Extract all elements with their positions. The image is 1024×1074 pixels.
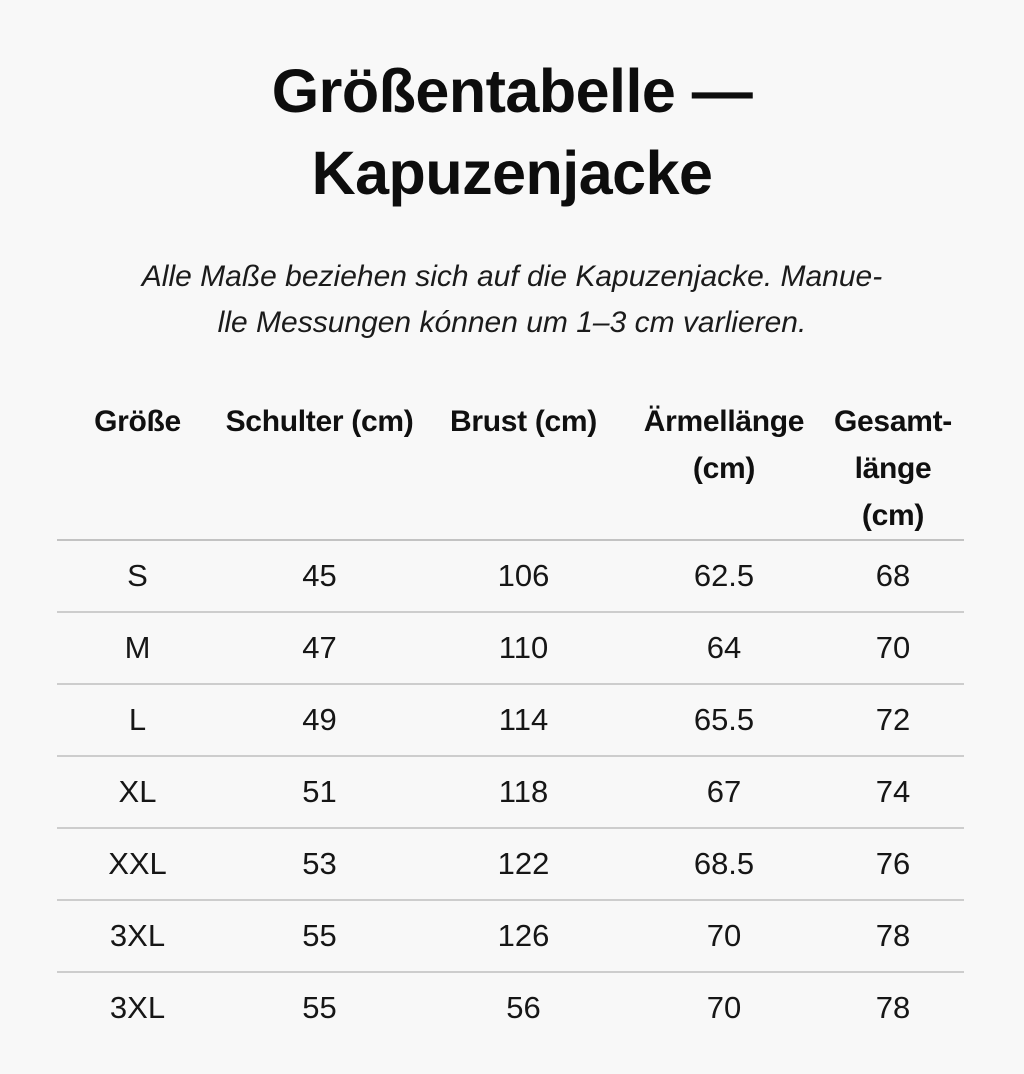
cell-shoulder: 51: [302, 774, 337, 809]
cell-shoulder: 55: [302, 990, 337, 1025]
cell-size: M: [124, 630, 151, 665]
cell-shoulder: 49: [302, 702, 337, 737]
table-row-3xl-2: 3XL 55 56 70 78: [57, 973, 964, 1043]
cell-chest: 56: [506, 990, 541, 1025]
page-title-line2: Kapuzenjacke: [311, 139, 713, 207]
cell-sleeve: 70: [706, 918, 742, 953]
header-cell-schulter: Schulter (cm): [225, 405, 414, 438]
table-row-m: M 47 110 64 70: [57, 613, 964, 685]
header-cell-groesse: Größe: [94, 405, 181, 438]
cell-chest: 106: [497, 558, 550, 593]
cell-length: 70: [875, 630, 911, 665]
header-cell-aermellaenge: Ärmellänge (cm): [643, 405, 805, 485]
table-row-s: S 45 106 62.5 68: [57, 541, 964, 613]
table-header-row: Größe Schulter (cm) Brust (cm) Ärmelläng…: [57, 398, 964, 541]
header-cell-brust: Brust (cm): [449, 405, 597, 438]
cell-shoulder: 53: [302, 846, 337, 881]
cell-shoulder: 47: [302, 630, 337, 665]
cell-sleeve: 68.5: [693, 846, 755, 881]
cell-size: L: [128, 702, 147, 737]
cell-size: XXL: [108, 846, 167, 881]
cell-shoulder: 55: [302, 918, 337, 953]
cell-chest: 110: [498, 630, 549, 665]
cell-chest: 126: [497, 918, 550, 953]
table-row-xl: XL 51 118 67 74: [57, 757, 964, 829]
page-title: Größentabelle — Kapuzenjacke: [0, 50, 1024, 214]
cell-length: 68: [875, 558, 911, 593]
cell-length: 78: [875, 918, 911, 953]
page-title-line1: Größentabelle —: [271, 57, 753, 125]
subtitle-line2: lle Messungen kónnen um 1–3 cm varlieren…: [217, 306, 807, 339]
header-cell-gesamtlaenge: Gesamt- länge (cm): [834, 405, 952, 532]
subtitle: Alle Maße beziehen sich auf die Kapuzenj…: [0, 254, 1024, 346]
cell-chest: 114: [498, 702, 549, 737]
cell-length: 78: [875, 990, 911, 1025]
size-table: Größe Schulter (cm) Brust (cm) Ärmelläng…: [57, 398, 964, 1043]
cell-chest: 122: [497, 846, 550, 881]
cell-shoulder: 45: [302, 558, 337, 593]
cell-length: 76: [875, 846, 911, 881]
cell-chest: 118: [498, 774, 549, 809]
cell-sleeve: 70: [706, 990, 742, 1025]
cell-size: 3XL: [109, 990, 166, 1025]
cell-sleeve: 62.5: [693, 558, 755, 593]
cell-size: 3XL: [109, 918, 166, 953]
cell-size: S: [127, 558, 148, 593]
cell-sleeve: 64: [706, 630, 742, 665]
subtitle-line1: Alle Maße beziehen sich auf die Kapuzenj…: [141, 260, 883, 293]
cell-sleeve: 65.5: [693, 702, 755, 737]
table-row-xxl: XXL 53 122 68.5 76: [57, 829, 964, 901]
cell-length: 74: [875, 774, 911, 809]
cell-sleeve: 67: [706, 774, 742, 809]
table-row-3xl: 3XL 55 126 70 78: [57, 901, 964, 973]
cell-size: XL: [118, 774, 157, 809]
table-row-l: L 49 114 65.5 72: [57, 685, 964, 757]
cell-length: 72: [875, 702, 911, 737]
